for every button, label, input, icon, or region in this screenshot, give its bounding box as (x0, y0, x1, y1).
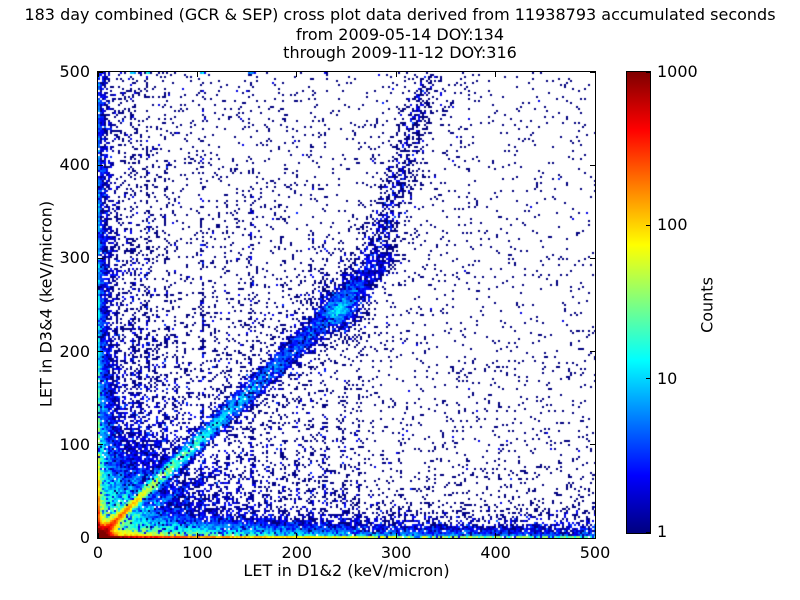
x-tick-mark-top (594, 72, 596, 77)
x-tick-label-500: 500 (579, 543, 611, 562)
colorbar-tick-mark (646, 378, 651, 380)
colorbar-tick-label-1000: 1000 (657, 62, 698, 81)
x-tick-mark-top (97, 72, 99, 77)
x-tick-mark (495, 533, 497, 538)
x-tick-mark (97, 533, 99, 538)
chart-title-line-3: through 2009-11-12 DOY:316 (283, 43, 517, 62)
colorbar-tick-label-10: 10 (657, 368, 678, 388)
y-tick-mark-right (590, 351, 595, 353)
x-tick-mark-top (296, 72, 298, 77)
colorbar-tick-mark (646, 531, 651, 533)
y-tick-mark (98, 71, 103, 73)
x-axis-label: LET in D1&2 (keV/micron) (243, 561, 450, 580)
y-axis-label: LET in D3&4 (keV/micron) (36, 200, 56, 408)
y-tick-mark (98, 444, 103, 446)
x-tick-mark-top (495, 72, 497, 77)
x-tick-mark (395, 533, 397, 538)
y-tick-mark (98, 164, 103, 166)
colorbar-tick-mark (646, 71, 651, 73)
y-tick-label-500: 500 (59, 62, 90, 81)
x-tick-mark (296, 533, 298, 538)
y-tick-label-100: 100 (59, 434, 90, 454)
y-tick-mark-right (590, 257, 595, 259)
colorbar (626, 71, 651, 534)
chart-title-line-1: 183 day combined (GCR & SEP) cross plot … (24, 5, 776, 24)
x-tick-mark (594, 533, 596, 538)
y-tick-mark (98, 537, 103, 539)
plot-area (97, 71, 596, 539)
x-tick-label-0: 0 (92, 543, 104, 562)
x-tick-mark-top (395, 72, 397, 77)
x-tick-label-400: 400 (480, 543, 511, 562)
y-tick-label-200: 200 (59, 341, 90, 361)
x-tick-label-300: 300 (380, 543, 412, 562)
y-tick-label-300: 300 (59, 248, 90, 268)
colorbar-label: Counts (697, 277, 717, 333)
y-tick-mark-right (590, 444, 595, 446)
y-tick-label-0: 0 (79, 528, 90, 547)
y-tick-label-400: 400 (59, 155, 90, 175)
x-tick-mark (196, 533, 198, 538)
scatter-density-canvas (98, 72, 595, 538)
y-tick-mark (98, 351, 103, 353)
x-tick-mark-top (196, 72, 198, 77)
colorbar-tick-mark (646, 224, 651, 226)
x-tick-label-200: 200 (281, 543, 313, 562)
y-tick-mark-right (590, 537, 595, 539)
y-tick-mark-right (590, 164, 595, 166)
x-tick-label-100: 100 (182, 543, 213, 562)
y-tick-mark-right (590, 71, 595, 73)
chart-title-line-2: from 2009-05-14 DOY:134 (295, 25, 504, 44)
y-tick-mark (98, 257, 103, 259)
colorbar-tick-label-1: 1 (657, 522, 668, 541)
colorbar-tick-label-100: 100 (657, 215, 688, 235)
